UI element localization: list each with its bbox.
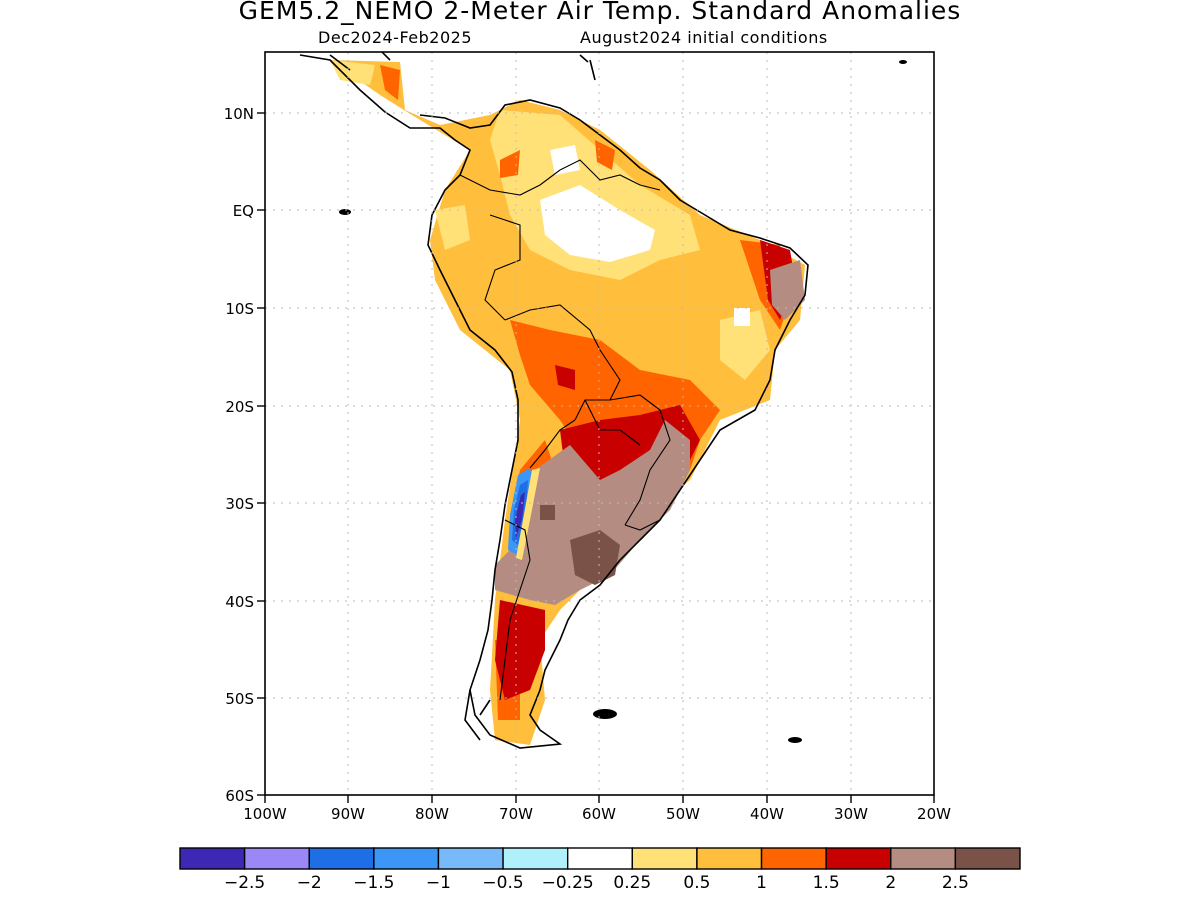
lon-label: 80W bbox=[415, 805, 449, 823]
colorbar-swatch bbox=[760, 847, 827, 870]
init-subtitle: August2024 initial conditions bbox=[580, 28, 828, 47]
colorbar-swatch bbox=[631, 847, 698, 870]
map-title: GEM5.2_NEMO 2-Meter Air Temp. Standard A… bbox=[238, 0, 962, 25]
lon-label: 40W bbox=[750, 805, 784, 823]
lon-label: 20W bbox=[917, 805, 951, 823]
colorbar-swatch bbox=[954, 847, 1021, 870]
colorbar-label: 0.5 bbox=[683, 873, 710, 893]
lat-label: 40S bbox=[225, 593, 254, 611]
lat-label: 10N bbox=[224, 105, 254, 123]
colorbar-label: 0.25 bbox=[613, 873, 651, 893]
lon-labels: 100W 90W 80W 70W 60W 50W 40W 30W 20W bbox=[243, 805, 951, 823]
colorbar bbox=[179, 847, 1021, 870]
lat-label: EQ bbox=[233, 202, 254, 220]
colorbar-label: −0.25 bbox=[542, 873, 594, 893]
colorbar-swatch bbox=[566, 847, 634, 870]
lon-label: 60W bbox=[582, 805, 616, 823]
lon-label: 90W bbox=[331, 805, 365, 823]
colorbar-swatch bbox=[890, 847, 957, 870]
colorbar-swatch bbox=[696, 847, 763, 870]
anomaly-region-2-2.5 bbox=[495, 420, 690, 605]
colorbar-swatch bbox=[243, 847, 310, 870]
lon-label: 70W bbox=[499, 805, 533, 823]
lat-label: 30S bbox=[225, 495, 254, 513]
lat-ticks bbox=[257, 112, 265, 796]
coastline bbox=[299, 52, 809, 749]
colorbar-label: −2 bbox=[297, 873, 322, 893]
colorbar-label: 2.5 bbox=[942, 873, 969, 893]
lat-label: 60S bbox=[225, 787, 254, 805]
anomaly-region-over-2.5 bbox=[570, 530, 620, 585]
colorbar-swatch bbox=[179, 847, 246, 870]
lat-label: 20S bbox=[225, 398, 254, 416]
anomaly-field bbox=[330, 60, 805, 745]
lat-label: 50S bbox=[225, 690, 254, 708]
colorbar-swatch bbox=[308, 847, 375, 870]
lat-label: 10S bbox=[225, 300, 254, 318]
colorbar-label: −1 bbox=[426, 873, 451, 893]
colorbar-label: 1.5 bbox=[813, 873, 840, 893]
lon-ticks bbox=[264, 795, 935, 803]
country-borders bbox=[459, 159, 671, 701]
lon-label: 100W bbox=[243, 805, 287, 823]
colorbar-labels: −2.5 −2 −1.5 −1 −0.5 −0.25 0.25 0.5 1 1.5 2 2.5 bbox=[224, 873, 969, 893]
lon-label: 30W bbox=[834, 805, 868, 823]
lon-label: 50W bbox=[666, 805, 700, 823]
colorbar-swatch bbox=[502, 847, 569, 870]
colorbar-label: −0.5 bbox=[482, 873, 523, 893]
lat-labels: 10N EQ 10S 20S 30S 40S 50S 60S bbox=[224, 105, 254, 805]
colorbar-label: 1 bbox=[756, 873, 767, 893]
colorbar-swatch bbox=[437, 847, 504, 870]
anomaly-region-near-zero bbox=[540, 185, 655, 262]
colorbar-swatch bbox=[825, 847, 892, 870]
colorbar-label: −2.5 bbox=[224, 873, 265, 893]
period-subtitle: Dec2024-Feb2025 bbox=[318, 28, 472, 47]
colorbar-label: −1.5 bbox=[353, 873, 394, 893]
colorbar-swatch bbox=[373, 847, 440, 870]
colorbar-label: 2 bbox=[885, 873, 896, 893]
